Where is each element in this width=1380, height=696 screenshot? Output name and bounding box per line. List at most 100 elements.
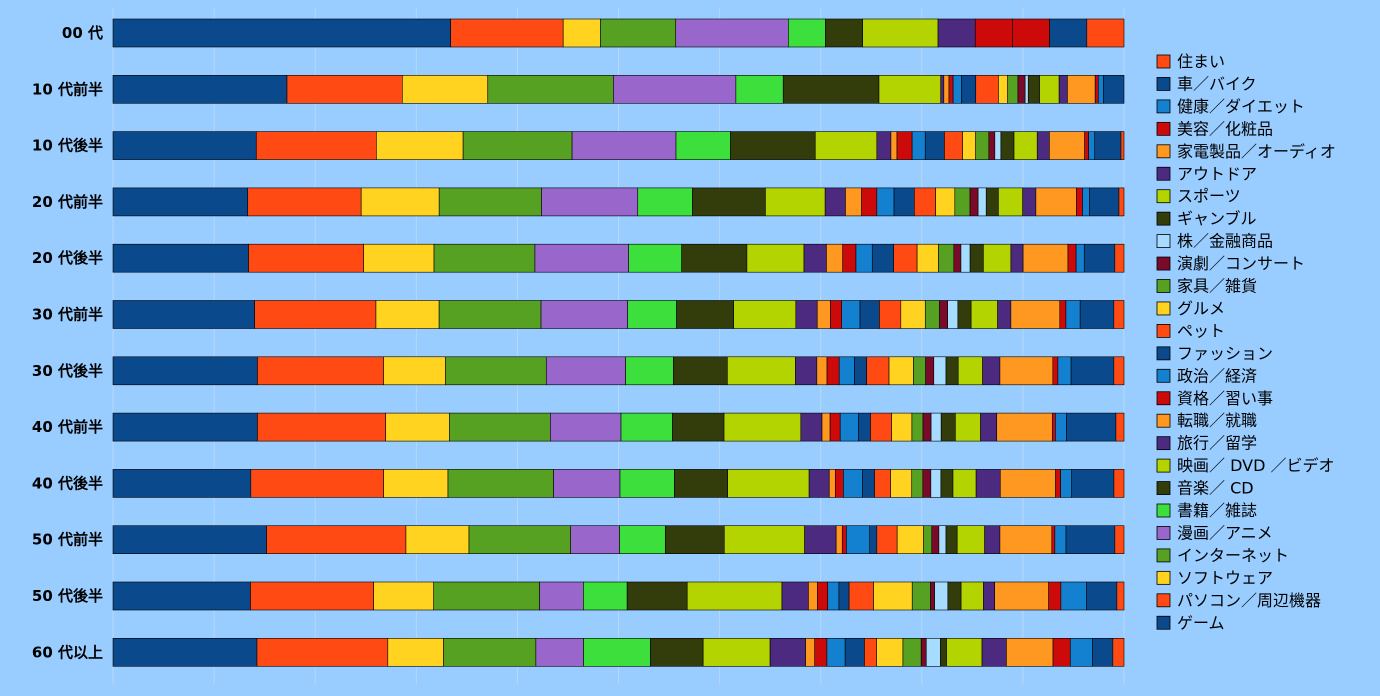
bar-segment	[827, 581, 840, 611]
legend-label: 書籍／雑誌	[1177, 501, 1257, 520]
legend-label: 映画／ DVD ／ビデオ	[1177, 456, 1334, 475]
bar-segment	[826, 356, 840, 386]
bar-segment	[1075, 243, 1085, 273]
bar-segment	[250, 469, 384, 498]
bar-segment	[1114, 525, 1125, 555]
bar-segment	[924, 300, 940, 329]
bar-segment	[940, 75, 945, 104]
legend-swatch	[1156, 346, 1171, 361]
legend-item: ギャンブル	[1156, 209, 1257, 228]
bar-segment	[360, 187, 440, 217]
bar-segment	[937, 18, 976, 48]
bar-segment	[1022, 187, 1037, 217]
bar-segment	[571, 131, 677, 160]
bar-segment	[450, 18, 564, 48]
bar-segment	[376, 131, 464, 160]
bar-segment	[1067, 243, 1077, 273]
bar-segment	[814, 131, 878, 160]
category-label: 30 代後半	[32, 362, 103, 380]
bar-segment	[540, 300, 628, 329]
bar-segment	[1022, 243, 1069, 273]
bar-segment	[816, 356, 828, 386]
legend-label: スポーツ	[1177, 187, 1241, 206]
bar-segment	[891, 412, 913, 442]
bar-segment	[830, 300, 842, 329]
bar-segment	[994, 581, 1049, 611]
bar-segment	[869, 525, 878, 555]
bar-row	[112, 525, 1125, 555]
bar-segment	[876, 187, 895, 217]
bar-segment	[984, 525, 1001, 555]
bar-segment	[112, 525, 267, 555]
bar-segment	[913, 187, 936, 217]
bar-segment	[445, 356, 547, 386]
legend-item: 旅行／留学	[1156, 434, 1257, 453]
bar-segment	[112, 581, 251, 611]
bar-segment	[977, 187, 987, 217]
bar-segment	[1076, 187, 1083, 217]
bar-segment	[997, 300, 1012, 329]
bar-segment	[545, 356, 626, 386]
category-label: 20 代前半	[32, 193, 103, 211]
legend-item: 音楽／ CD	[1156, 479, 1254, 498]
bar-segment	[735, 75, 784, 104]
bar-segment	[787, 18, 826, 48]
legend-item: ペット	[1156, 321, 1225, 340]
bar-segment	[1035, 187, 1077, 217]
bar-row	[112, 412, 1125, 442]
bar-segment	[1112, 637, 1125, 667]
bar-segment	[1120, 131, 1125, 160]
bar-segment	[539, 581, 584, 611]
bar-segment	[628, 243, 682, 273]
legend-swatch	[1156, 121, 1171, 136]
bar-segment	[985, 187, 999, 217]
bar-segment	[845, 187, 862, 217]
bar-segment	[1007, 75, 1019, 104]
bar-segment	[1017, 75, 1026, 104]
bar-segment	[553, 469, 621, 498]
legend-item: 資格／習い事	[1156, 389, 1273, 408]
bar-segment	[931, 525, 940, 555]
bar-segment	[961, 75, 977, 104]
bar-segment	[1051, 412, 1056, 442]
bar-segment	[438, 187, 542, 217]
bar-segment	[1084, 131, 1089, 160]
bar-segment	[943, 75, 950, 104]
bar-segment	[826, 637, 846, 667]
legend-swatch	[1156, 77, 1171, 91]
bar-segment	[900, 300, 926, 329]
bar-segment	[664, 525, 725, 555]
bar-segment	[947, 581, 962, 611]
bar-segment	[676, 300, 734, 329]
bar-segment	[637, 187, 693, 217]
bar-segment	[843, 469, 863, 498]
bar-segment	[938, 243, 955, 273]
legend-swatch	[1156, 301, 1171, 316]
bar-segment	[890, 131, 898, 160]
bar-segment	[890, 469, 913, 498]
legend-item: グルメ	[1156, 299, 1225, 318]
bar-segment	[1094, 75, 1099, 104]
legend-label: 健康／ダイエット	[1177, 97, 1305, 116]
bar-segment	[1052, 356, 1059, 386]
category-label: 50 代後半	[32, 587, 103, 605]
bar-segment	[112, 412, 258, 442]
legend-swatch	[1156, 548, 1171, 563]
bar-segment	[1114, 243, 1125, 273]
legend-swatch	[1156, 368, 1171, 383]
bar-segment	[1097, 75, 1104, 104]
bar-segment	[1115, 412, 1125, 442]
bar-segment	[1010, 243, 1024, 273]
bar-segment	[814, 637, 828, 667]
bar-segment	[672, 412, 725, 442]
legend-swatch	[1156, 526, 1171, 540]
legend-label: ペット	[1177, 321, 1225, 340]
bar-segment	[1060, 581, 1087, 611]
bar-segment	[862, 469, 875, 498]
bar-segment	[940, 637, 947, 667]
bar-segment	[727, 469, 810, 498]
bar-segment	[373, 581, 435, 611]
bar-segment	[363, 243, 435, 273]
bar-segment	[969, 187, 979, 217]
